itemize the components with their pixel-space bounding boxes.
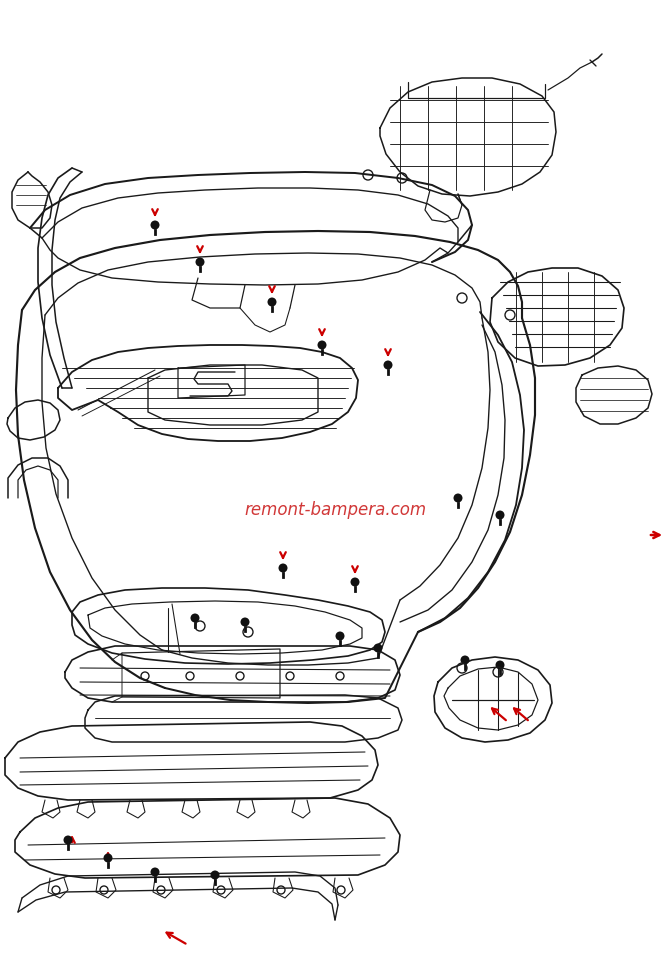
- Circle shape: [103, 853, 112, 863]
- Circle shape: [351, 578, 360, 586]
- Circle shape: [196, 257, 204, 267]
- Text: remont-bampera.com: remont-bampera.com: [244, 501, 426, 519]
- Circle shape: [278, 564, 288, 573]
- Circle shape: [460, 656, 470, 664]
- Circle shape: [335, 631, 345, 641]
- Circle shape: [151, 220, 159, 230]
- Circle shape: [495, 660, 505, 669]
- Circle shape: [190, 614, 200, 622]
- Circle shape: [495, 510, 505, 519]
- Circle shape: [384, 360, 392, 369]
- Circle shape: [210, 871, 220, 880]
- Circle shape: [151, 868, 159, 877]
- Circle shape: [317, 341, 327, 350]
- Circle shape: [267, 297, 276, 307]
- Circle shape: [63, 836, 73, 844]
- Circle shape: [374, 644, 382, 653]
- Circle shape: [454, 494, 462, 503]
- Circle shape: [241, 618, 249, 626]
